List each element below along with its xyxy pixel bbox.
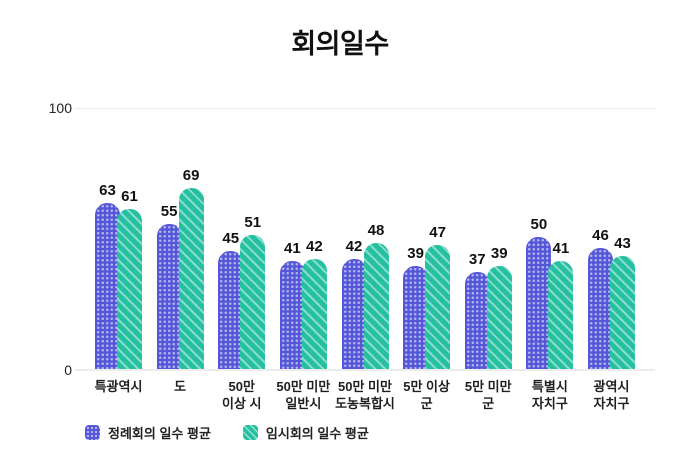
category-label: 5만 이상 군 (403, 379, 450, 411)
bar-temporary: 43 (610, 235, 635, 369)
category-label: 특별시 자치구 (531, 379, 568, 411)
bar-value-label: 46 (592, 227, 609, 244)
category-label: 50만 미만 도농복합시 (335, 379, 395, 411)
bar-value-label: 47 (429, 224, 446, 241)
bar-regular: 42 (341, 238, 367, 369)
legend-item-temporary[interactable]: 임시회의 일수 평균 (242, 423, 369, 442)
bar-temporary: 69 (178, 167, 204, 369)
bar-group: 37 39 5만 미만 군 (464, 245, 512, 411)
bar-value-label: 37 (468, 251, 486, 268)
bar-value-label: 51 (244, 214, 262, 231)
bar-value-label: 39 (407, 245, 424, 262)
bar-group: 50 41 특별시 자치구 (526, 216, 574, 411)
bar-regular: 55 (156, 203, 182, 369)
legend-swatch-stripes-icon (242, 425, 258, 440)
category-label: 특광역시 (94, 379, 143, 394)
bar-value-label: 55 (160, 203, 178, 220)
chart-legend: 정례회의 일수 평균 임시회의 일수 평균 (85, 423, 369, 442)
bar-regular: 37 (464, 251, 490, 369)
bar-value-label: 48 (367, 222, 385, 239)
bar-temporary: 47 (425, 224, 451, 369)
bar-temporary: 48 (363, 222, 389, 369)
bar-regular: 46 (588, 227, 613, 369)
bar-group: 45 51 50만 이상 시 (218, 214, 266, 411)
legend-swatch-dots-icon (85, 425, 100, 440)
bar-temporary: 41 (548, 240, 574, 369)
y-gridline-100 (75, 108, 655, 109)
plot-area: 63 61 특광역시 55 69 도 45 51 50만 이상 시 41 42 50만 미만 일반시 42 4… (75, 108, 655, 411)
bar-temporary: 51 (240, 214, 266, 369)
bar-regular: 45 (218, 230, 244, 369)
bar-temporary: 39 (486, 245, 512, 369)
bar-group: 41 42 50만 미만 일반시 (276, 238, 330, 411)
bar-group: 55 69 도 (156, 167, 204, 394)
bar-regular: 39 (403, 245, 429, 369)
bar-regular: 50 (526, 216, 552, 369)
bar-group: 46 43 광역시 자치구 (588, 227, 635, 411)
category-label: 도 (174, 379, 187, 394)
bar-regular: 41 (279, 240, 305, 369)
category-label: 광역시 자치구 (593, 379, 630, 411)
legend-label-regular: 정례회의 일수 평균 (108, 426, 211, 441)
bar-value-label: 42 (306, 238, 323, 255)
y-axis-label-0: 0 (64, 362, 72, 378)
bar-groups-container: 63 61 특광역시 55 69 도 45 51 50만 이상 시 41 42 50만 미만 일반시 42 4… (75, 108, 655, 411)
bar-value-label: 45 (222, 230, 240, 247)
bar-value-label: 50 (530, 216, 548, 233)
bar-group: 39 47 5만 이상 군 (403, 224, 451, 411)
category-label: 50만 이상 시 (222, 379, 262, 411)
bar-value-label: 41 (552, 240, 570, 257)
chart-title: 회의일수 (291, 29, 389, 59)
legend-item-regular[interactable]: 정례회의 일수 평균 (85, 423, 211, 442)
bar-value-label: 69 (182, 167, 200, 184)
bar-value-label: 63 (99, 182, 116, 199)
bar-temporary: 61 (117, 188, 142, 369)
bar-regular: 63 (95, 182, 120, 369)
bar-temporary: 42 (301, 238, 327, 369)
y-axis-label-100: 100 (48, 100, 72, 116)
bar-group: 63 61 특광역시 (95, 182, 143, 394)
bar-group: 42 48 50만 미만 도농복합시 (335, 222, 395, 411)
bar-value-label: 39 (490, 245, 508, 262)
bar-value-label: 42 (345, 238, 363, 255)
category-label: 50만 미만 일반시 (276, 379, 331, 411)
bar-value-label: 41 (284, 240, 301, 257)
legend-label-temporary: 임시회의 일수 평균 (265, 426, 369, 441)
category-label: 5만 미만 군 (464, 379, 512, 411)
bar-value-label: 43 (614, 235, 631, 252)
bar-value-label: 61 (121, 188, 138, 205)
